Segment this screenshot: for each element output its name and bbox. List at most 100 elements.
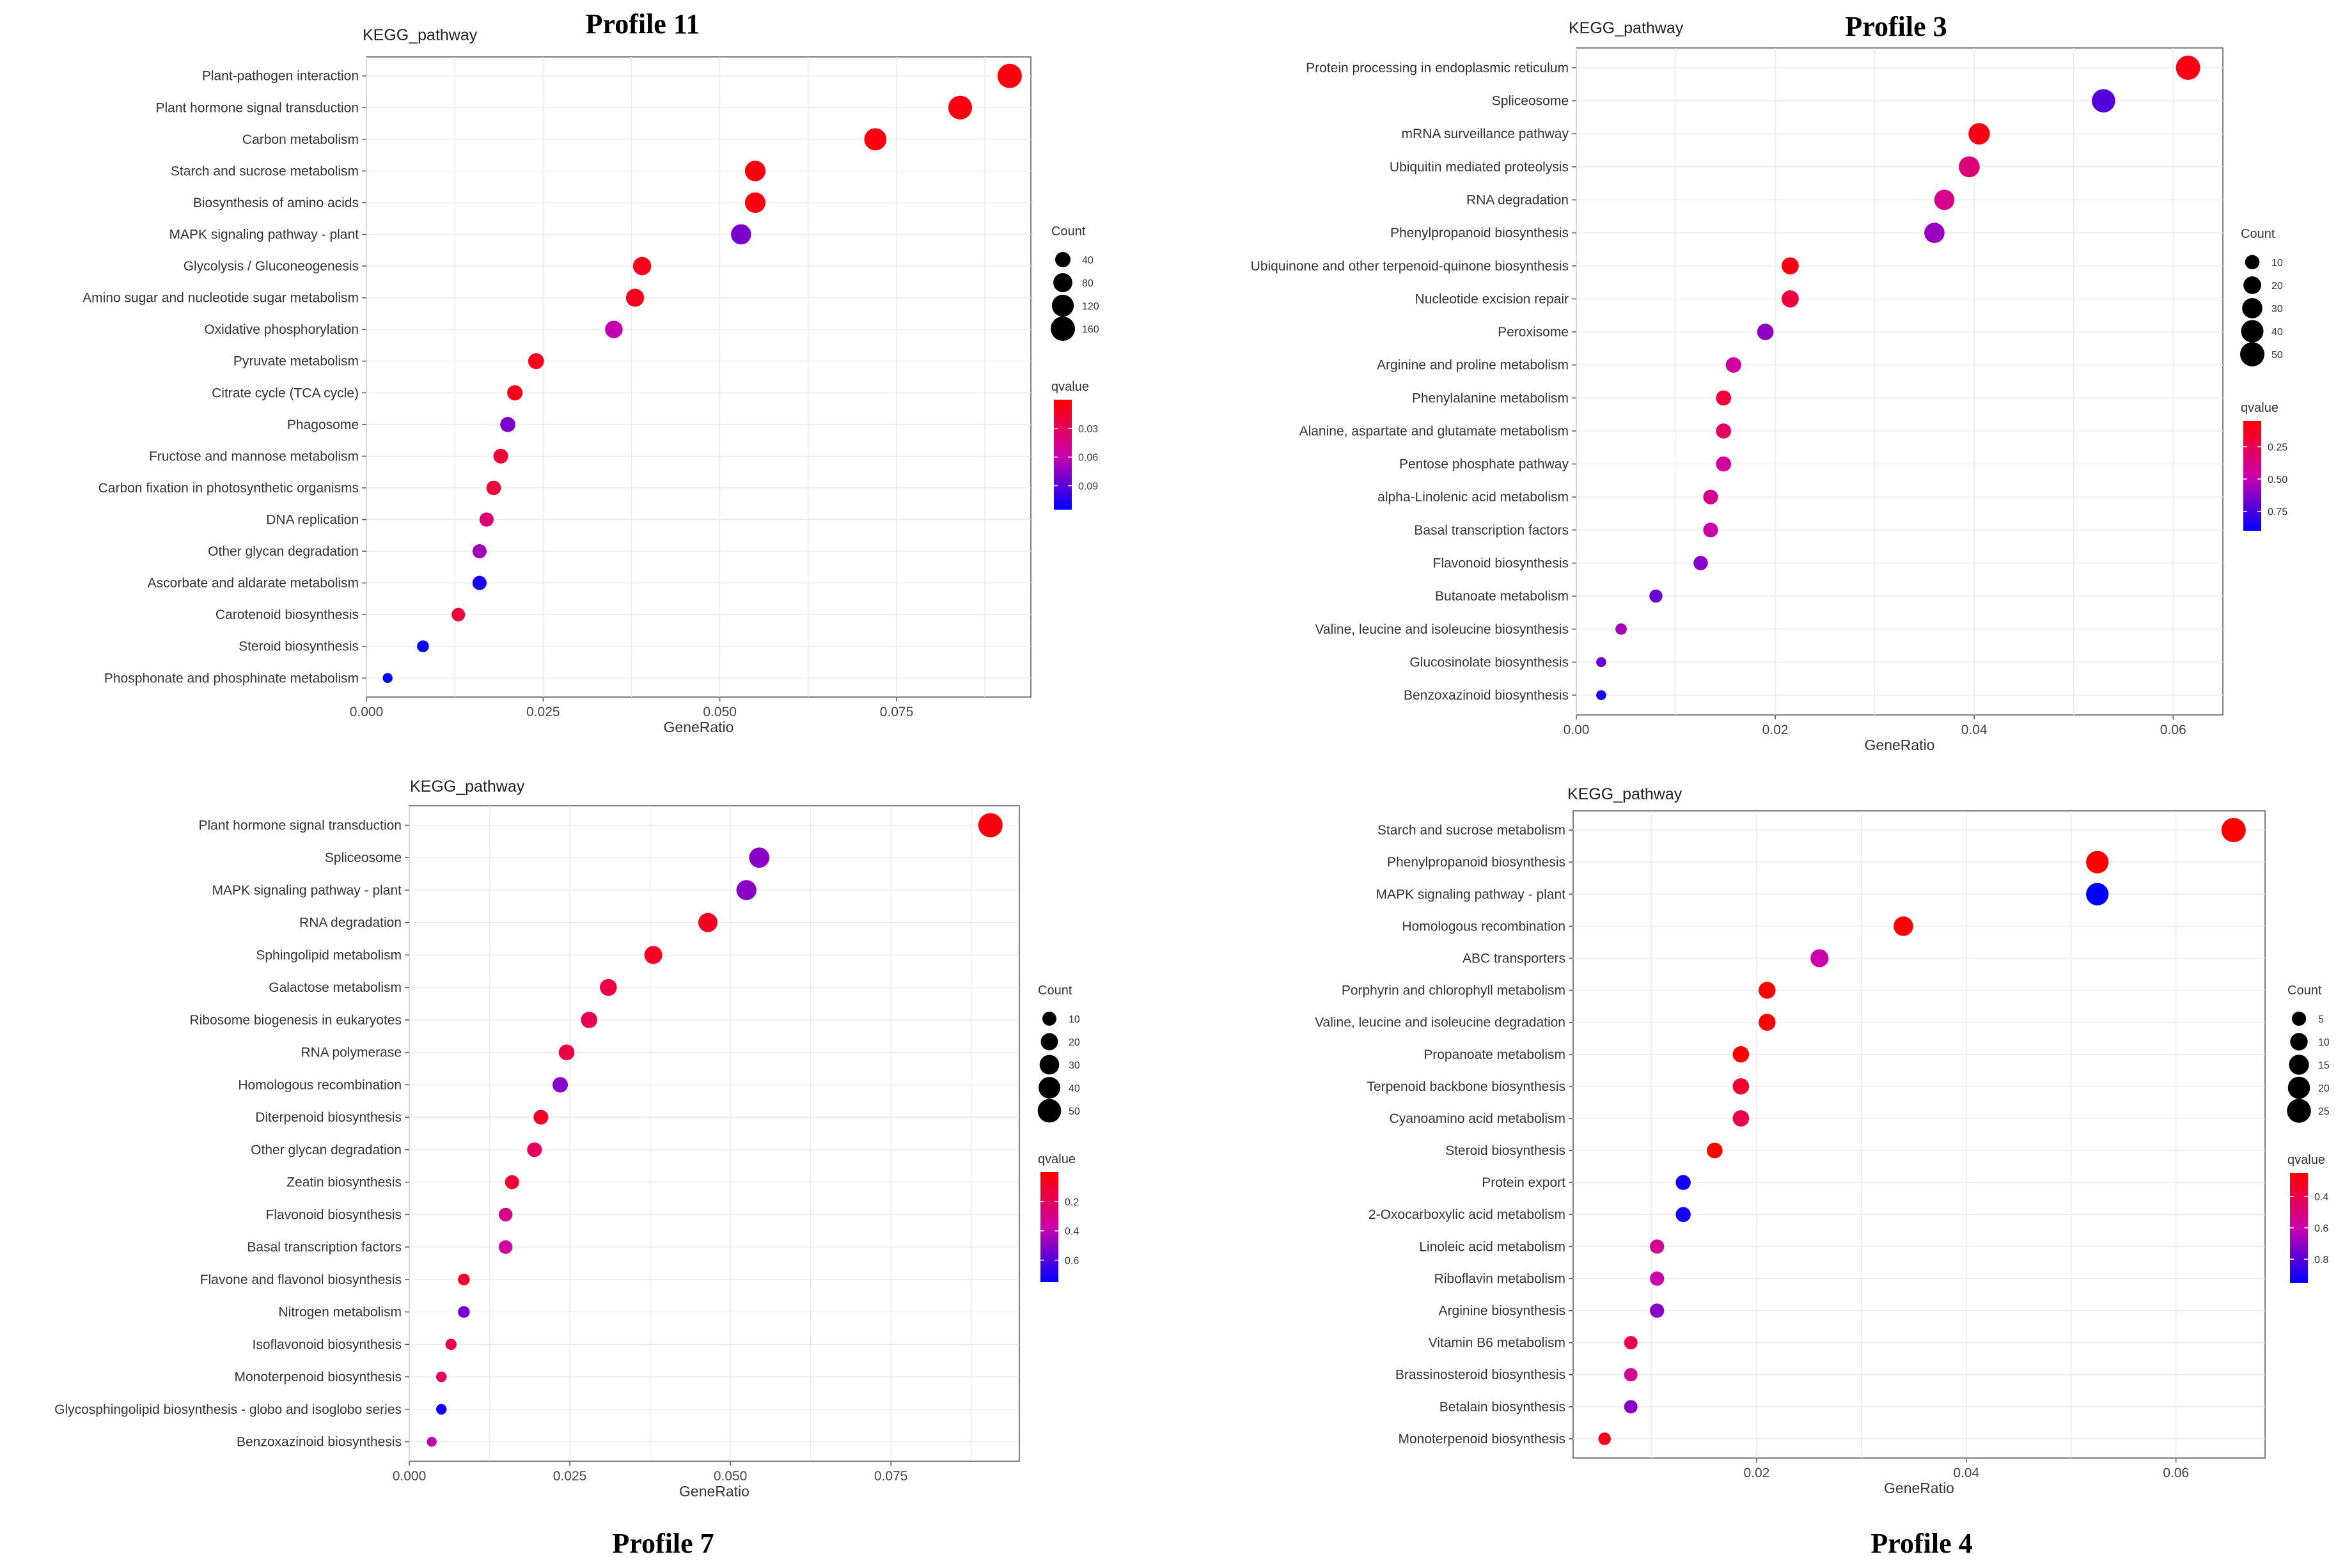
x-axis-title: GeneRatio [1865,737,1935,753]
plot-area [1572,810,2266,1459]
data-point [527,1142,542,1157]
data-point [600,978,617,996]
data-point [1782,257,1799,275]
qvalue-colorbar [2243,421,2261,531]
category-label: Flavone and flavonol biosynthesis [200,1273,402,1287]
colorbar-tick-label: 0.03 [1078,424,1098,435]
data-point [632,256,652,276]
profile-title: Profile 4 [1871,1528,1972,1559]
data-point [1615,623,1627,635]
data-point [479,512,494,527]
category-label: Ribosome biogenesis in eukaryotes [189,1013,402,1028]
data-point [1959,156,1980,178]
legend-size-label: 10 [1069,1014,1080,1025]
category-label: Pyruvate metabolism [233,354,359,369]
x-tick-label: 0.04 [1961,723,1988,737]
category-label: 2-Oxocarboxylic acid metabolism [1369,1207,1565,1222]
data-point [1703,489,1718,505]
legend-color-title: qvalue [2287,1153,2325,1167]
data-point [498,1240,513,1254]
qvalue-colorbar [1040,1172,1058,1282]
category-label: Cyanoamino acid metabolism [1390,1111,1565,1126]
category-label: Ubiquitin mediated proteolysis [1390,160,1569,175]
data-point [1675,1175,1691,1190]
data-point [1732,1110,1750,1127]
legend-size-marker [2289,1054,2309,1075]
legend-size-marker [1037,1099,1062,1123]
data-point [382,673,393,683]
legend-size-label: 160 [1082,324,1099,335]
category-label: Betalain biosynthesis [1439,1400,1565,1415]
category-label: Glucosinolate biosynthesis [1409,655,1569,670]
data-point [1934,189,1955,210]
category-label: DNA replication [266,512,359,527]
category-label: Ubiquinone and other terpenoid-quinone b… [1251,259,1569,274]
data-point [445,1338,457,1351]
plot-area [366,56,1031,698]
category-label: Propanoate metabolism [1423,1047,1565,1062]
data-point [1650,1271,1665,1286]
x-tick-label: 0.02 [1743,1466,1769,1480]
category-label: Porphyrin and chlorophyll metabolism [1342,984,1565,998]
data-point [505,1175,519,1189]
data-point [1693,556,1708,570]
category-label: Spliceosome [325,851,402,865]
category-label: Fructose and mannose metabolism [149,449,359,464]
data-point [417,640,429,652]
data-point [1650,1303,1665,1318]
category-label: Arginine and proline metabolism [1377,358,1569,373]
x-tick-label: 0.02 [1762,723,1789,737]
data-point [451,608,466,622]
x-tick-label: 0.000 [393,1469,427,1484]
category-label: Monoterpenoid biosynthesis [235,1370,402,1384]
category-label: Monoterpenoid biosynthesis [1399,1432,1566,1446]
legend-size-marker [2290,1033,2308,1051]
data-point [472,576,487,590]
category-label: Phenylpropanoid biosynthesis [1390,226,1569,240]
category-label: Citrate cycle (TCA cycle) [212,386,359,400]
data-point [1924,223,1945,243]
data-point [1759,982,1776,999]
data-point [2086,882,2109,906]
data-point [1894,916,1913,936]
data-point [581,1012,597,1028]
category-label: Sphingolipid metabolism [256,948,402,962]
data-point [1782,290,1799,308]
legend-size-marker [2245,255,2260,270]
category-label: Valine, leucine and isoleucine degradati… [1315,1015,1565,1030]
category-label: Pentose phosphate pathway [1399,457,1569,472]
category-label: mRNA surveillance pathway [1402,127,1569,141]
data-point [864,128,887,151]
category-label: Other glycan degradation [208,544,359,559]
category-label: Protein processing in endoplasmic reticu… [1306,61,1569,75]
x-axis-title: GeneRatio [664,719,734,735]
legend-size-label: 120 [1082,301,1099,312]
x-tick-label: 0.025 [553,1469,587,1484]
category-label: Diterpenoid biosynthesis [255,1110,402,1125]
x-tick-label: 0.00 [1564,723,1590,737]
data-point [1598,1432,1611,1445]
chart-panel-4: Profile 4 KEGG_pathway 0.02 0.04 0.06 GeneRat… [1315,785,2330,1559]
legend-size-label: 10 [2318,1037,2330,1048]
x-tick-label: 0.050 [703,705,737,719]
data-point [498,1207,513,1222]
legend-size-label: 20 [2271,281,2283,292]
legend-size-title: Count [1038,984,1072,998]
category-label: Flavonoid biosynthesis [266,1207,402,1222]
chart-panel-2: Profile 3 KEGG_pathway 0.00 0.02 0.04 0.06 Gen… [1251,11,2288,753]
legend-size-marker [2240,342,2264,366]
data-point [2176,55,2200,80]
legend-size-label: 25 [2318,1106,2330,1117]
data-point [493,448,508,464]
category-label: Phenylalanine metabolism [1412,391,1569,405]
category-label: Galactose metabolism [269,980,402,995]
legend-color-title: qvalue [1038,1152,1076,1166]
data-point [1649,589,1663,603]
colorbar-tick-label: 0.8 [2314,1255,2328,1266]
chart-panel-3: Profile 7 KEGG_pathway 0.000 0.025 0.050 0.07… [54,778,1080,1559]
x-tick-label: 0.000 [350,705,384,719]
x-axis-title: GeneRatio [1884,1480,1954,1496]
legend-size-label: 30 [1069,1060,1080,1071]
data-point [1759,1014,1776,1031]
